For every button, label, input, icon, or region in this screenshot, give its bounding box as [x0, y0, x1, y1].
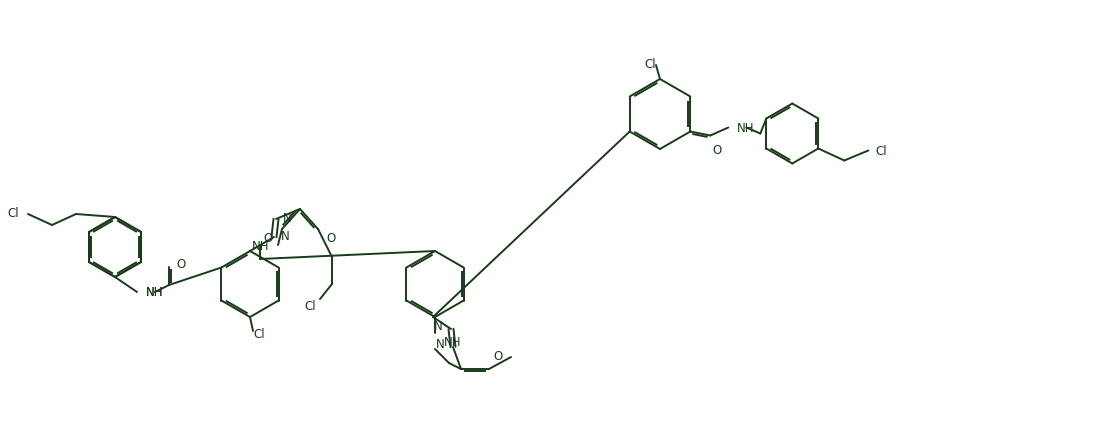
- Text: O: O: [493, 349, 502, 362]
- Text: NH: NH: [737, 122, 755, 135]
- Text: N: N: [281, 229, 290, 242]
- Text: NH: NH: [444, 335, 462, 348]
- Text: NH: NH: [251, 239, 269, 252]
- Text: O: O: [176, 257, 185, 270]
- Text: Cl: Cl: [8, 206, 19, 219]
- Text: O: O: [712, 144, 722, 157]
- Text: O: O: [326, 231, 336, 244]
- Text: NH: NH: [146, 286, 163, 299]
- Text: N: N: [434, 319, 443, 332]
- Text: NH: NH: [146, 286, 163, 299]
- Text: Cl: Cl: [253, 328, 264, 341]
- Text: N: N: [283, 211, 292, 224]
- Text: N: N: [437, 337, 445, 350]
- Text: O: O: [263, 231, 273, 244]
- Text: Cl: Cl: [644, 57, 656, 71]
- Text: Cl: Cl: [304, 300, 316, 313]
- Text: Cl: Cl: [875, 144, 886, 158]
